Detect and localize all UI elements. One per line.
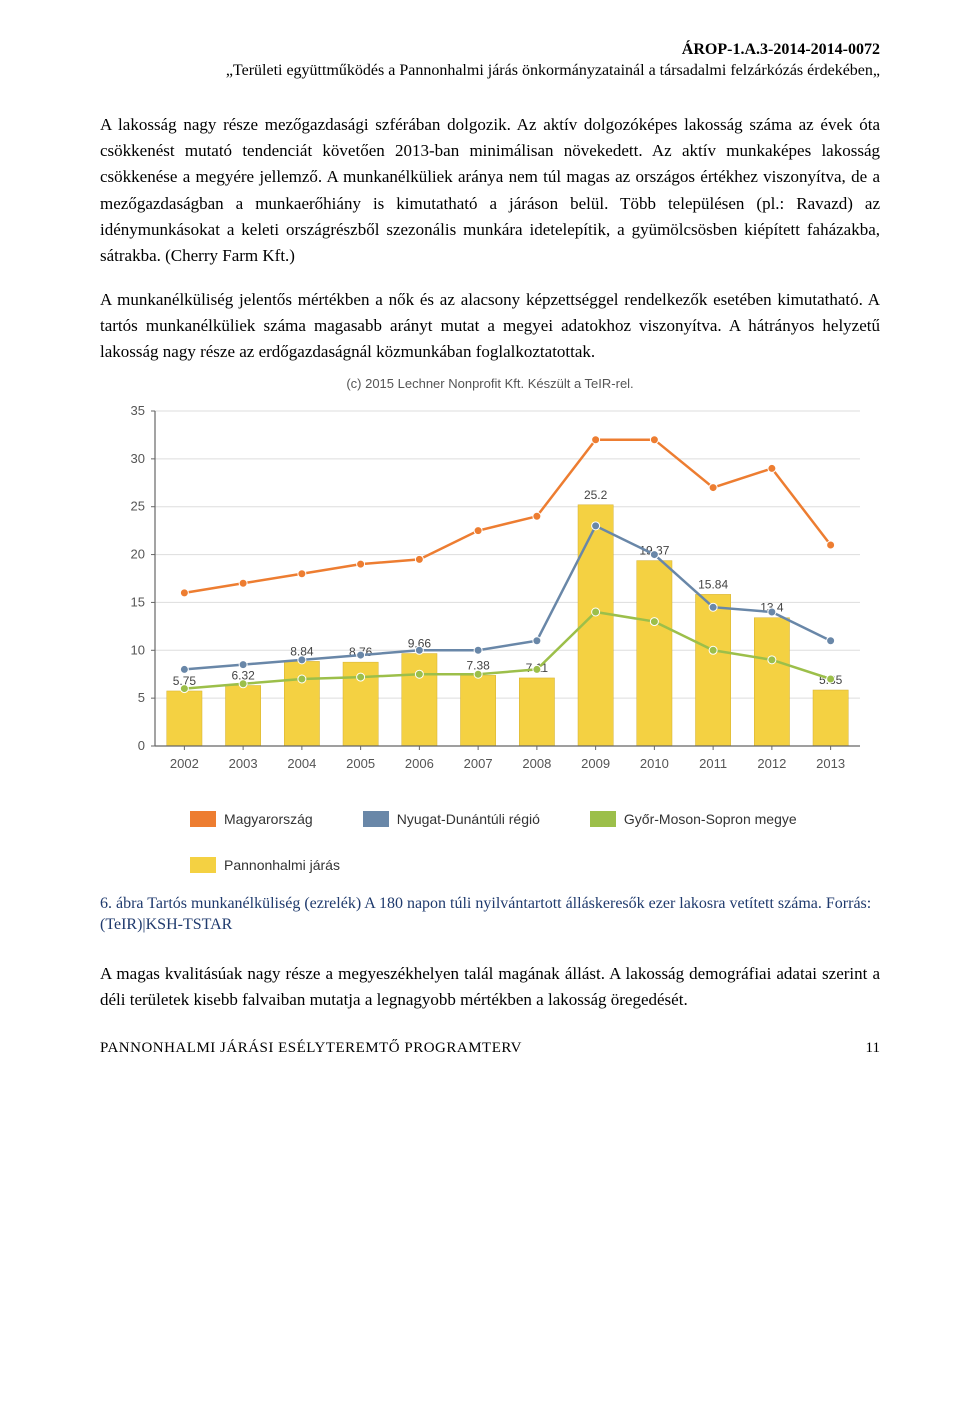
- legend-item: Pannonhalmi járás: [190, 857, 340, 873]
- chart-legend: Magyarország Nyugat-Dunántúli régió Győr-M…: [190, 811, 880, 873]
- legend-swatch: [590, 811, 616, 827]
- chart-source-note: (c) 2015 Lechner Nonprofit Kft. Készült …: [100, 376, 880, 391]
- legend-label: Pannonhalmi járás: [224, 857, 340, 873]
- svg-text:2009: 2009: [581, 756, 610, 771]
- svg-text:2006: 2006: [405, 756, 434, 771]
- svg-text:2004: 2004: [287, 756, 316, 771]
- svg-text:30: 30: [131, 451, 145, 466]
- svg-text:2005: 2005: [346, 756, 375, 771]
- page: ÁROP-1.A.3-2014-2014-0072 „Területi együ…: [0, 0, 960, 1087]
- legend-label: Nyugat-Dunántúli régió: [397, 811, 540, 827]
- legend-label: Győr-Moson-Sopron megye: [624, 811, 797, 827]
- svg-text:15.84: 15.84: [698, 577, 728, 591]
- paragraph-2: A munkanélküliség jelentős mértékben a n…: [100, 287, 880, 366]
- svg-text:0: 0: [138, 738, 145, 753]
- legend-swatch: [190, 857, 216, 873]
- paragraph-3: A magas kvalitásúak nagy része a megyesz…: [100, 961, 880, 1014]
- header-code: ÁROP-1.A.3-2014-2014-0072: [100, 40, 880, 61]
- svg-text:2010: 2010: [640, 756, 669, 771]
- chart-container: (c) 2015 Lechner Nonprofit Kft. Készült …: [100, 376, 880, 873]
- page-header: ÁROP-1.A.3-2014-2014-0072 „Területi együ…: [100, 40, 880, 82]
- svg-text:20: 20: [131, 546, 145, 561]
- unemployment-chart: 051015202530355.756.328.848.769.667.387.…: [100, 401, 880, 801]
- legend-item: Nyugat-Dunántúli régió: [363, 811, 540, 827]
- footer-title: PANNONHALMI JÁRÁSI ESÉLYTEREMTŐ PROGRAMT…: [100, 1040, 522, 1057]
- svg-text:2012: 2012: [757, 756, 786, 771]
- legend-item: Győr-Moson-Sopron megye: [590, 811, 797, 827]
- legend-swatch: [190, 811, 216, 827]
- page-number: 11: [866, 1040, 880, 1057]
- legend-item: Magyarország: [190, 811, 313, 827]
- svg-text:2013: 2013: [816, 756, 845, 771]
- svg-text:2003: 2003: [229, 756, 258, 771]
- page-footer: PANNONHALMI JÁRÁSI ESÉLYTEREMTŐ PROGRAMT…: [100, 1034, 880, 1057]
- legend-swatch: [363, 811, 389, 827]
- svg-text:2002: 2002: [170, 756, 199, 771]
- svg-text:2008: 2008: [522, 756, 551, 771]
- svg-text:15: 15: [131, 594, 145, 609]
- paragraph-1: A lakosság nagy része mezőgazdasági szfé…: [100, 112, 880, 270]
- svg-text:10: 10: [131, 642, 145, 657]
- svg-text:2007: 2007: [464, 756, 493, 771]
- svg-text:5: 5: [138, 690, 145, 705]
- figure-caption: 6. ábra Tartós munkanélküliség (ezrelék)…: [100, 893, 880, 936]
- svg-text:25: 25: [131, 498, 145, 513]
- svg-text:35: 35: [131, 403, 145, 418]
- header-subtitle: „Területi együttműködés a Pannonhalmi já…: [100, 61, 880, 82]
- legend-label: Magyarország: [224, 811, 313, 827]
- svg-text:2011: 2011: [699, 756, 727, 771]
- svg-text:25.2: 25.2: [584, 487, 608, 501]
